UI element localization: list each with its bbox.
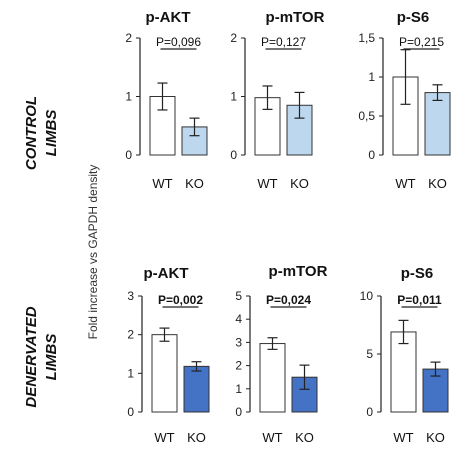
row-label-denervated-1: DENERVATED bbox=[23, 306, 40, 407]
y-tick-label: 4 bbox=[235, 312, 242, 326]
category-label-wt: WT bbox=[257, 176, 277, 191]
chart-denervated-p-mtor: p-mTOR 0 1 2 3 4 5 WT KO P=0,024 bbox=[235, 263, 327, 445]
p-value-label: P=0,215 bbox=[399, 35, 444, 49]
p-value-label: P=0,024 bbox=[266, 293, 311, 307]
p-value-label: P=0,096 bbox=[156, 35, 201, 49]
y-tick-label: 2 bbox=[125, 31, 132, 45]
category-label-ko: KO bbox=[426, 430, 445, 445]
bar-wt bbox=[259, 343, 286, 413]
chart-title: p-mTOR bbox=[269, 263, 328, 280]
y-tick-label: 0 bbox=[366, 405, 373, 419]
category-label-ko: KO bbox=[185, 176, 204, 191]
chart-title: p-AKT bbox=[146, 9, 191, 26]
y-tick-label: 1 bbox=[230, 90, 237, 104]
chart-title: p-mTOR bbox=[266, 9, 325, 26]
y-tick-label: 2 bbox=[230, 31, 237, 45]
bar-wt bbox=[151, 334, 178, 413]
chart-denervated-p-akt: p-AKT 0 1 2 3 WT KO P=0,002 bbox=[127, 265, 210, 445]
y-tick-label: 5 bbox=[366, 347, 373, 361]
shared-y-axis-label: Fold increase vs GAPDH density bbox=[86, 165, 100, 340]
row-label-control-1: CONTROL bbox=[23, 96, 40, 170]
row-label-control-2: LIMBS bbox=[43, 110, 60, 157]
bar-ko bbox=[424, 92, 451, 156]
category-label-ko: KO bbox=[187, 430, 206, 445]
chart-title: p-S6 bbox=[401, 265, 434, 282]
chart-title: p-S6 bbox=[397, 9, 430, 26]
y-tick-label: 0 bbox=[230, 148, 237, 162]
y-tick-label: 0 bbox=[368, 148, 375, 162]
p-value-label: P=0,002 bbox=[158, 293, 203, 307]
y-tick-label: 0 bbox=[125, 148, 132, 162]
y-tick-label: 1,5 bbox=[358, 31, 375, 45]
y-tick-label: 3 bbox=[127, 289, 134, 303]
category-label-ko: KO bbox=[428, 176, 447, 191]
chart-control-p-s6: p-S6 0 0,5 1 1,5 WT KO P=0,215 bbox=[358, 9, 451, 191]
y-tick-label: 10 bbox=[360, 289, 374, 303]
category-label-wt: WT bbox=[152, 176, 172, 191]
category-label-wt: WT bbox=[395, 176, 415, 191]
chart-control-p-akt: p-AKT 0 1 2 WT KO P=0,096 bbox=[125, 9, 208, 191]
y-tick-label: 1 bbox=[368, 70, 375, 84]
y-tick-label: 0 bbox=[127, 405, 134, 419]
y-tick-label: 1 bbox=[235, 382, 242, 396]
y-tick-label: 2 bbox=[235, 359, 242, 373]
bar-ko bbox=[183, 365, 210, 413]
category-label-ko: KO bbox=[290, 176, 309, 191]
y-tick-label: 1 bbox=[125, 90, 132, 104]
category-label-wt: WT bbox=[154, 430, 174, 445]
category-label-wt: WT bbox=[393, 430, 413, 445]
chart-denervated-p-s6: p-S6 0 5 10 WT KO P=0,011 bbox=[360, 265, 449, 445]
y-tick-label: 3 bbox=[235, 335, 242, 349]
chart-title: p-AKT bbox=[144, 265, 189, 282]
p-value-label: P=0,011 bbox=[397, 293, 442, 307]
p-value-label: P=0,127 bbox=[261, 35, 306, 49]
category-label-wt: WT bbox=[262, 430, 282, 445]
y-tick-label: 0 bbox=[235, 405, 242, 419]
row-label-denervated-2: LIMBS bbox=[43, 334, 60, 381]
bar-wt bbox=[390, 331, 417, 413]
chart-control-p-mtor: p-mTOR 0 1 2 WT KO P=0,127 bbox=[230, 9, 324, 191]
y-tick-label: 5 bbox=[235, 289, 242, 303]
y-tick-label: 0,5 bbox=[358, 109, 375, 123]
category-label-ko: KO bbox=[295, 430, 314, 445]
y-tick-label: 1 bbox=[127, 366, 134, 380]
y-tick-label: 2 bbox=[127, 328, 134, 342]
